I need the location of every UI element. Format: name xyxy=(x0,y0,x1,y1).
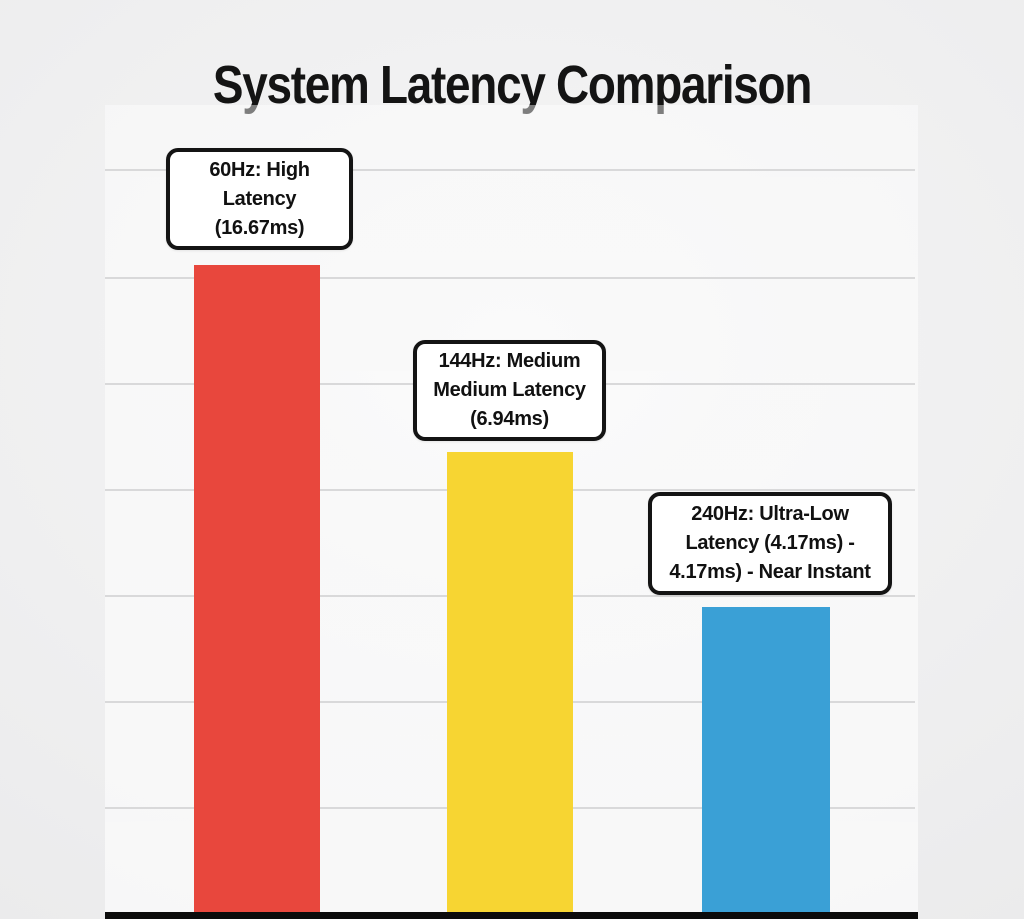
annotation-line: 240Hz: Ultra-Low xyxy=(691,503,849,525)
bar-60hz xyxy=(194,265,320,912)
annotation-line: Medium Latency xyxy=(433,379,586,401)
annotation-line: 144Hz: Medium xyxy=(438,350,581,372)
annotation-line: Latency (4.17ms) - xyxy=(685,532,855,554)
annotation-144hz: 144Hz: Medium Medium Latency (6.94ms) xyxy=(413,340,606,441)
gridline xyxy=(105,169,915,171)
bar-144hz xyxy=(447,452,573,912)
gridline xyxy=(105,277,915,279)
annotation-line: 4.17ms) - Near Instant xyxy=(669,561,871,583)
annotation-line: Latency xyxy=(222,187,297,210)
annotation-240hz: 240Hz: Ultra-Low Latency (4.17ms) - 4.17ms… xyxy=(648,492,892,595)
annotation-line: 60Hz: High xyxy=(209,158,310,181)
x-axis-line xyxy=(105,912,918,919)
bar-240hz xyxy=(702,607,830,912)
annotation-line: (16.67ms) xyxy=(214,216,305,239)
annotation-line: (6.94ms) xyxy=(470,408,549,430)
annotation-60hz: 60Hz: High Latency (16.67ms) xyxy=(166,148,353,250)
